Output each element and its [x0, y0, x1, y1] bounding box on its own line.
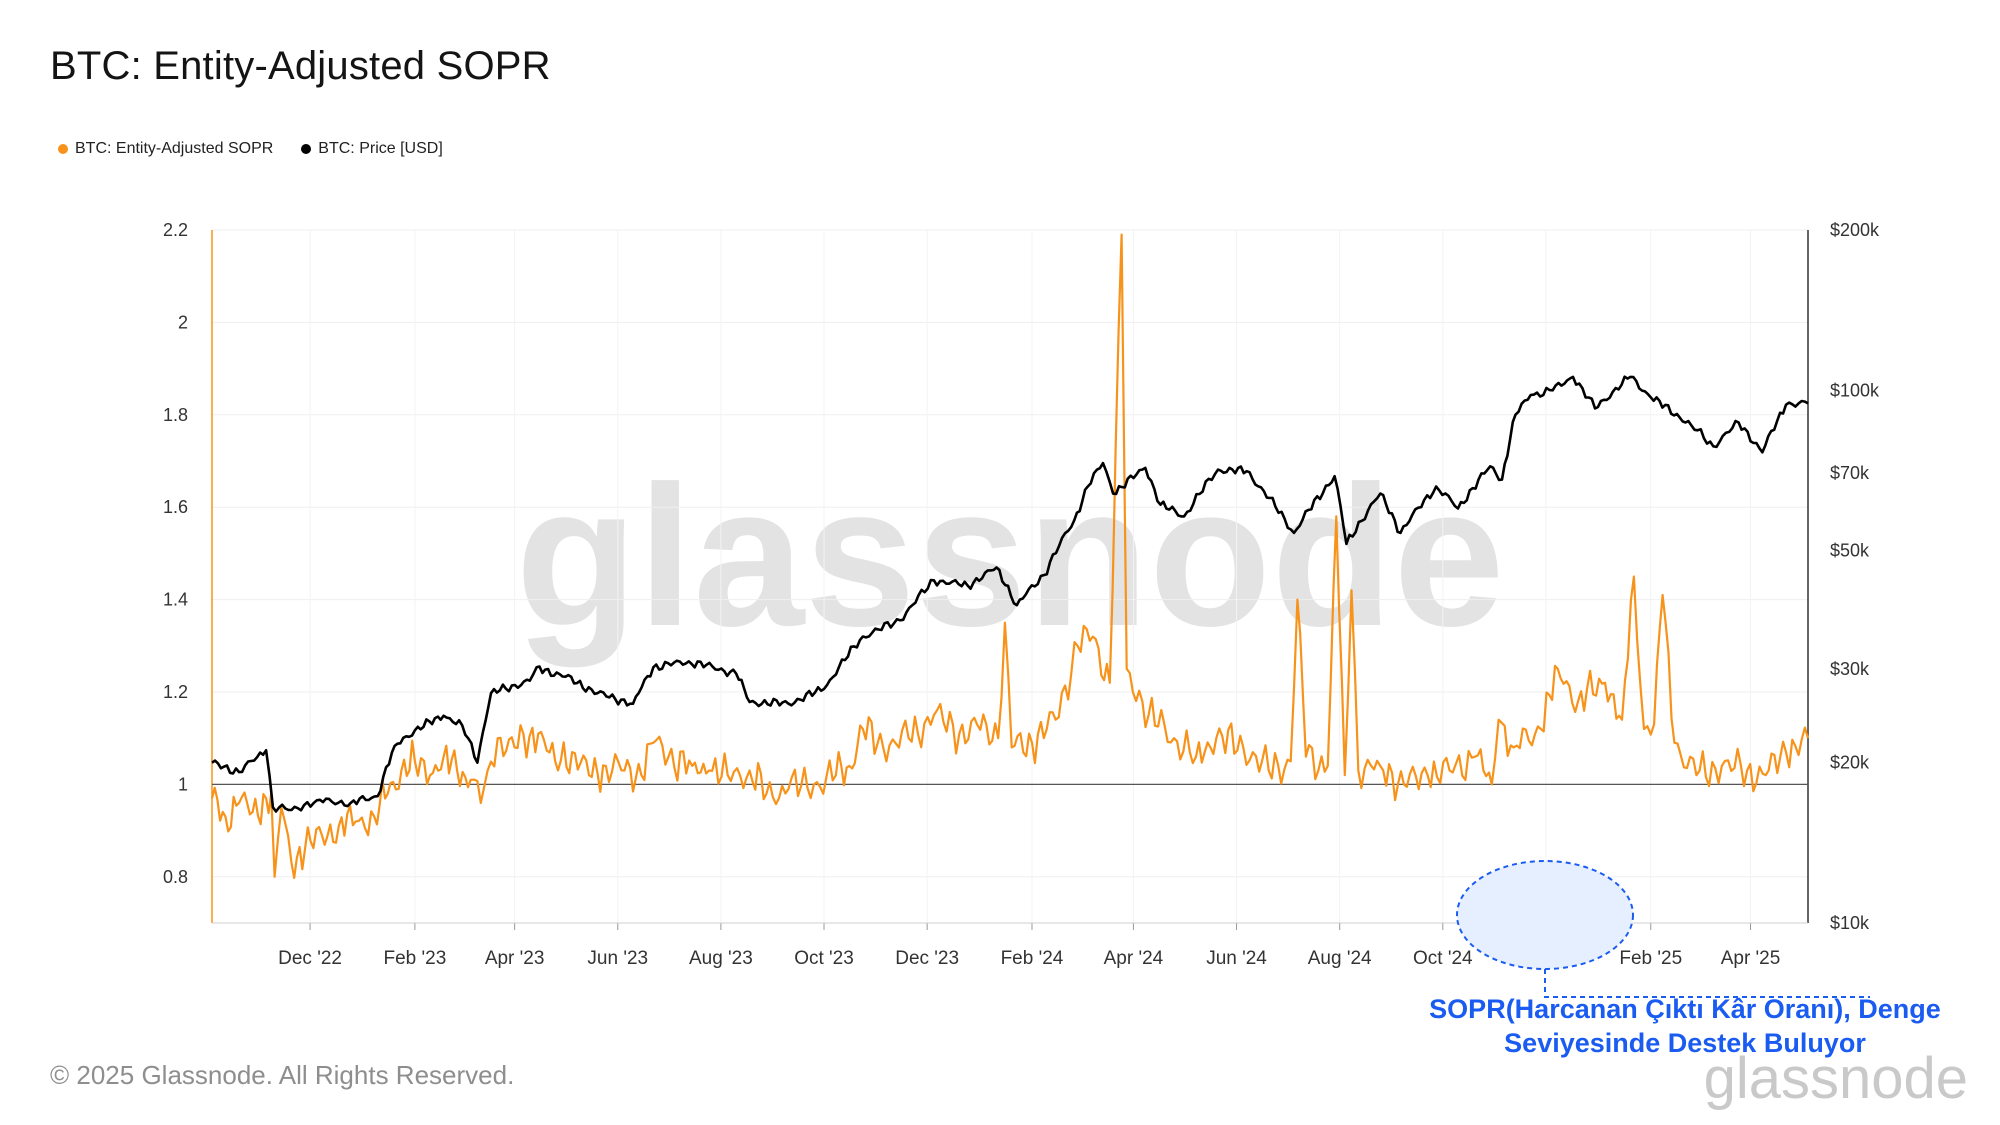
y-left-tick-label: 1.6 [163, 497, 188, 517]
legend-item-price[interactable]: BTC: Price [USD] [301, 140, 443, 158]
annotation-highlight-ellipse [1456, 860, 1634, 970]
x-tick-label: Oct '23 [794, 948, 854, 969]
y-left-tick-label: 2 [178, 312, 188, 332]
chart-title: BTC: Entity-Adjusted SOPR [50, 44, 551, 88]
y-right-tick-label: $50k [1830, 541, 1870, 561]
y-left-tick-label: 1 [178, 774, 188, 794]
legend-item-sopr[interactable]: BTC: Entity-Adjusted SOPR [58, 140, 273, 158]
x-tick-label: Apr '24 [1104, 948, 1164, 969]
series-line-price [211, 375, 1809, 813]
y-left-tick-label: 1.8 [163, 405, 188, 425]
y-right-tick-label: $100k [1830, 380, 1880, 400]
x-tick-label: Apr '25 [1721, 948, 1781, 969]
watermark-logo: glassnode [1704, 1046, 1968, 1111]
series-layer [210, 233, 1810, 879]
y-right-tick-label: $10k [1830, 913, 1870, 933]
y-left-tick-label: 1.2 [163, 682, 188, 702]
legend: BTC: Entity-Adjusted SOPR BTC: Price [US… [58, 140, 443, 158]
annotation-leader-line [1544, 969, 1870, 998]
annotation-text: SOPR(Harcanan Çıktı Kâr Oranı), Denge Se… [1395, 992, 1975, 1060]
legend-dot-price [301, 144, 312, 154]
x-tick-label: Aug '23 [689, 948, 753, 969]
x-tick-label: Jun '23 [587, 948, 648, 969]
x-tick-label: Dec '22 [278, 948, 342, 969]
legend-dot-sopr [58, 144, 68, 154]
x-tick-label: Feb '25 [1619, 948, 1682, 969]
x-tick-label: Feb '23 [383, 948, 446, 969]
legend-label-sopr: BTC: Entity-Adjusted SOPR [75, 140, 274, 157]
annotation-line-2: Seviyesinde Destek Buluyor [1504, 1028, 1866, 1058]
y-right-tick-label: $30k [1830, 659, 1870, 679]
copyright: © 2025 Glassnode. All Rights Reserved. [50, 1060, 515, 1090]
x-tick-label: Dec '23 [895, 948, 959, 969]
y-right-tick-label: $200k [1830, 220, 1880, 240]
series-line-sopr [210, 233, 1810, 879]
y-left-tick-label: 0.8 [163, 867, 188, 887]
y-right-tick-label: $70k [1830, 463, 1870, 483]
x-tick-label: Jun '24 [1206, 948, 1267, 969]
annotation-callout [1456, 860, 1870, 998]
y-left-tick-label: 1.4 [163, 590, 188, 610]
legend-label-price: BTC: Price [USD] [318, 140, 443, 157]
x-tick-label: Oct '24 [1413, 948, 1473, 969]
x-tick-label: Apr '23 [485, 948, 545, 969]
x-tick-label: Feb '24 [1001, 948, 1064, 969]
x-tick-label: Aug '24 [1308, 948, 1372, 969]
watermark: glassnode [515, 445, 1504, 668]
annotation-line-1: SOPR(Harcanan Çıktı Kâr Oranı), Denge [1429, 994, 1941, 1024]
y-left-tick-label: 2.2 [163, 220, 188, 240]
y-right-tick-label: $20k [1830, 753, 1870, 773]
